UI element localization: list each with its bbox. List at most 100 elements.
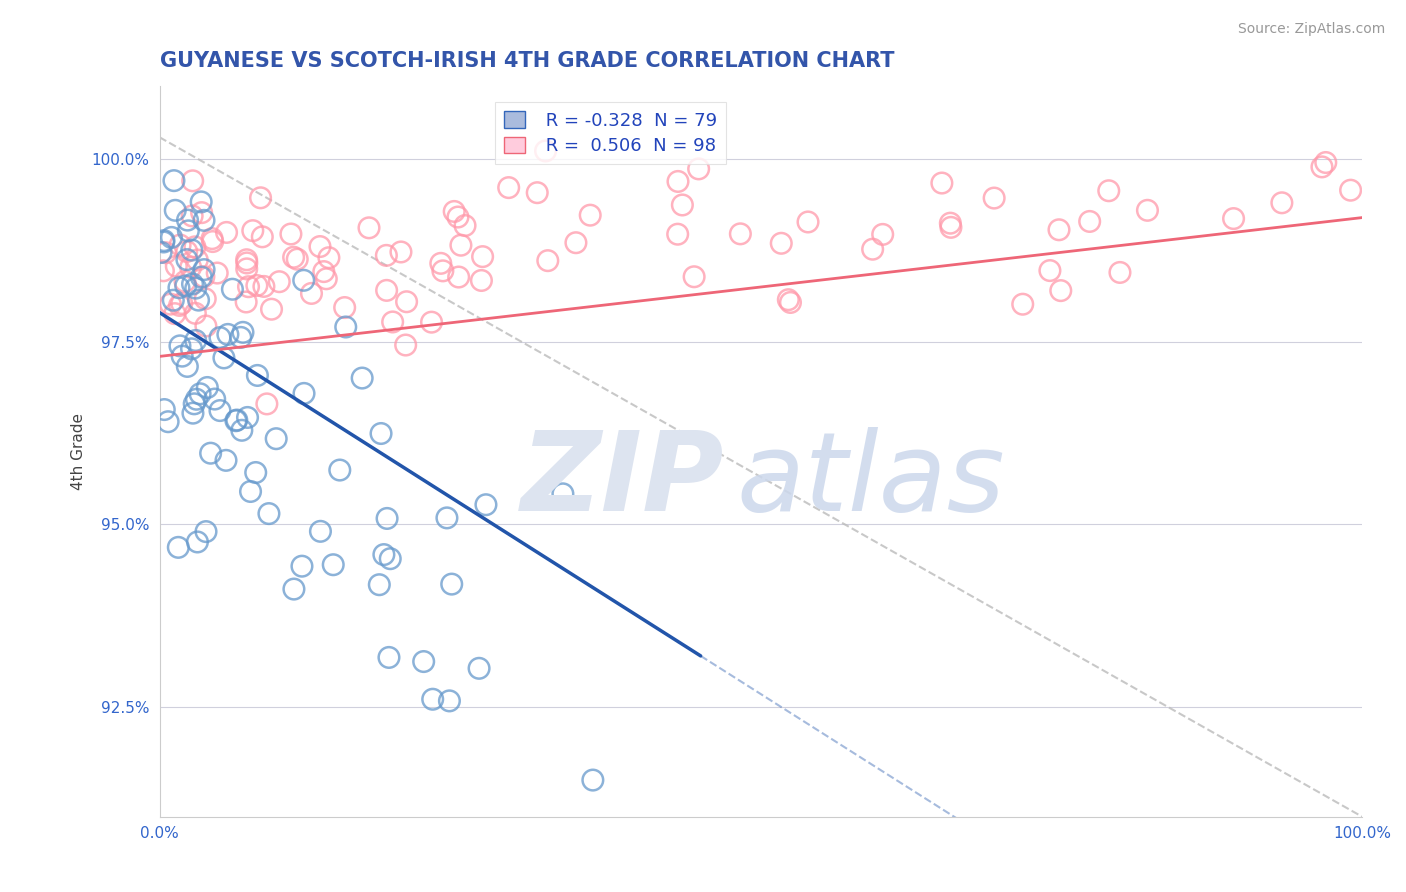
- Point: [190, 194, 212, 209]
- Point: [208, 403, 231, 417]
- Point: [208, 330, 231, 344]
- Point: [939, 220, 962, 235]
- Point: [526, 186, 548, 200]
- Point: [167, 281, 190, 295]
- Point: [174, 279, 197, 293]
- Point: [430, 256, 453, 270]
- Point: [292, 386, 315, 401]
- Point: [155, 245, 177, 260]
- Point: [291, 559, 314, 574]
- Point: [329, 463, 352, 477]
- Point: [468, 661, 491, 675]
- Point: [301, 286, 323, 301]
- Point: [872, 227, 894, 242]
- Point: [153, 234, 176, 248]
- Point: [201, 232, 224, 246]
- Point: [579, 208, 602, 222]
- Point: [180, 342, 202, 356]
- Text: atlas: atlas: [737, 427, 1005, 534]
- Point: [283, 250, 305, 264]
- Point: [862, 242, 884, 256]
- Point: [193, 213, 215, 227]
- Point: [150, 245, 173, 260]
- Point: [169, 339, 191, 353]
- Point: [245, 466, 267, 480]
- Point: [235, 295, 257, 310]
- Point: [498, 180, 520, 194]
- Point: [797, 215, 820, 229]
- Point: [432, 264, 454, 278]
- Text: Source: ZipAtlas.com: Source: ZipAtlas.com: [1237, 22, 1385, 37]
- Point: [190, 270, 212, 285]
- Point: [260, 302, 283, 317]
- Point: [236, 256, 259, 270]
- Point: [671, 198, 693, 212]
- Point: [195, 524, 218, 539]
- Point: [183, 397, 205, 411]
- Point: [1136, 203, 1159, 218]
- Point: [205, 266, 228, 280]
- Text: ZIP: ZIP: [522, 427, 724, 534]
- Point: [440, 577, 463, 591]
- Point: [180, 260, 202, 275]
- Point: [256, 397, 278, 411]
- Point: [176, 252, 198, 267]
- Point: [249, 191, 271, 205]
- Point: [450, 238, 472, 252]
- Point: [236, 410, 259, 425]
- Point: [381, 315, 404, 329]
- Point: [283, 582, 305, 596]
- Point: [162, 293, 184, 308]
- Point: [165, 259, 187, 273]
- Point: [420, 315, 443, 329]
- Point: [1340, 183, 1362, 197]
- Point: [215, 453, 238, 467]
- Point: [153, 402, 176, 417]
- Point: [470, 273, 492, 287]
- Point: [221, 282, 243, 296]
- Point: [322, 558, 344, 572]
- Point: [565, 235, 588, 250]
- Point: [181, 277, 204, 291]
- Point: [157, 415, 180, 429]
- Point: [666, 227, 689, 242]
- Point: [666, 174, 689, 188]
- Point: [375, 284, 398, 298]
- Point: [373, 548, 395, 562]
- Point: [232, 326, 254, 340]
- Point: [1047, 223, 1070, 237]
- Point: [309, 524, 332, 539]
- Point: [1315, 155, 1337, 169]
- Point: [309, 239, 332, 253]
- Point: [225, 414, 247, 428]
- Point: [176, 213, 198, 227]
- Point: [169, 238, 191, 252]
- Point: [165, 203, 187, 218]
- Point: [778, 293, 800, 307]
- Point: [186, 252, 208, 267]
- Point: [1078, 214, 1101, 228]
- Point: [184, 334, 207, 348]
- Point: [181, 209, 204, 223]
- Point: [269, 275, 291, 289]
- Point: [231, 423, 253, 437]
- Point: [285, 252, 308, 267]
- Point: [235, 261, 257, 276]
- Point: [315, 272, 337, 286]
- Point: [395, 294, 418, 309]
- Point: [422, 692, 444, 706]
- Point: [163, 307, 186, 321]
- Point: [683, 269, 706, 284]
- Point: [201, 235, 224, 249]
- Point: [184, 240, 207, 254]
- Point: [184, 306, 207, 320]
- Point: [770, 236, 793, 251]
- Point: [186, 535, 208, 549]
- Point: [177, 224, 200, 238]
- Point: [439, 694, 461, 708]
- Point: [395, 338, 418, 352]
- Point: [246, 278, 269, 293]
- Point: [186, 392, 208, 407]
- Point: [412, 655, 434, 669]
- Point: [264, 432, 287, 446]
